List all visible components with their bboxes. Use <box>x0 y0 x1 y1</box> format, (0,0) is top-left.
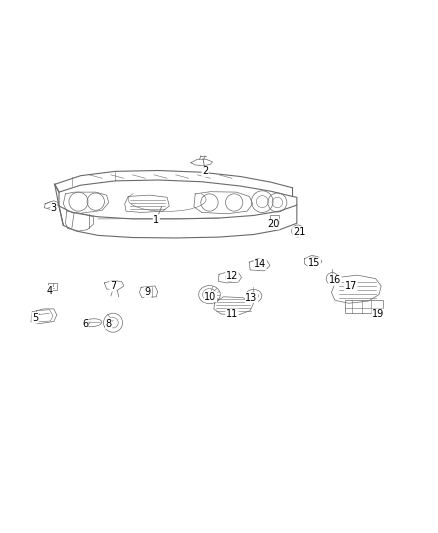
Text: 15: 15 <box>308 258 320 268</box>
Text: 2: 2 <box>202 166 208 176</box>
Bar <box>345 300 383 313</box>
Text: 19: 19 <box>372 309 384 319</box>
Text: 12: 12 <box>226 271 238 281</box>
Text: 20: 20 <box>267 219 279 229</box>
Text: 21: 21 <box>293 227 305 237</box>
Text: 10: 10 <box>204 292 216 302</box>
Text: 11: 11 <box>226 309 238 319</box>
Text: 16: 16 <box>329 276 341 285</box>
Text: 8: 8 <box>106 319 112 328</box>
Text: 3: 3 <box>51 203 57 213</box>
Text: 6: 6 <box>82 319 88 328</box>
Text: 1: 1 <box>153 215 159 225</box>
Text: 5: 5 <box>32 312 39 322</box>
Text: 7: 7 <box>110 281 116 291</box>
Text: 4: 4 <box>46 286 53 296</box>
Text: 13: 13 <box>245 293 258 303</box>
Text: 9: 9 <box>145 287 151 297</box>
Bar <box>48 282 57 290</box>
Text: 14: 14 <box>254 260 266 269</box>
Text: 17: 17 <box>345 281 357 291</box>
Bar <box>270 215 279 223</box>
